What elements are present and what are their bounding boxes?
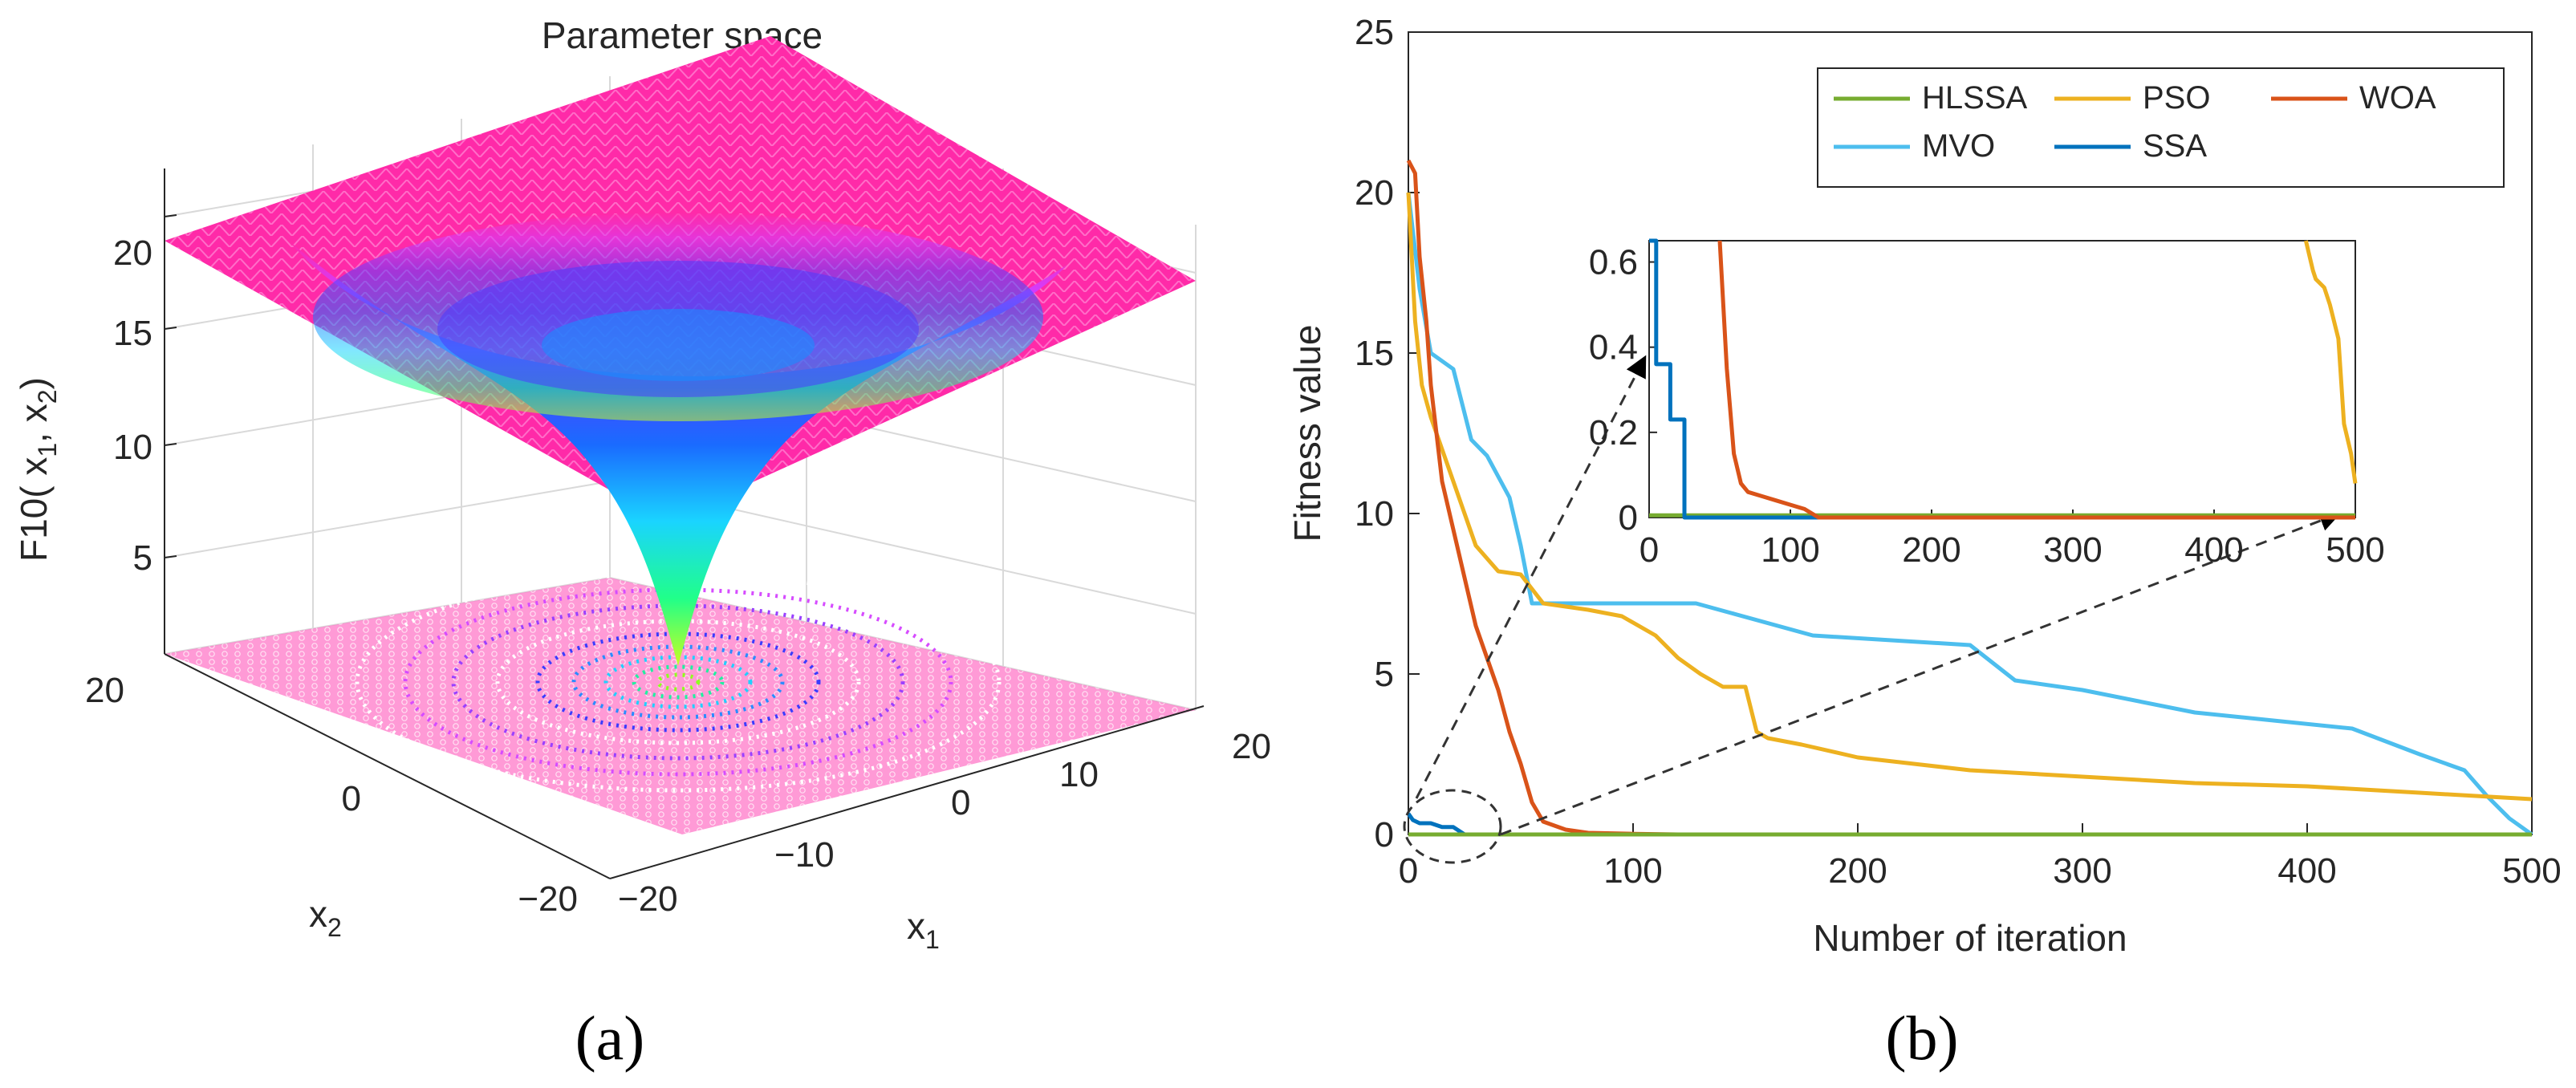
inset: 0 100 200 300 400 500 0 0.2 0.4 0.6 — [1589, 238, 2385, 570]
x1-axis: −20 −10 0 10 20 x1 — [609, 705, 1271, 954]
x2-tick: 0 — [342, 779, 361, 818]
panel-b-caption: (b) — [1886, 1003, 1959, 1073]
surface-panel: Parameter space — [13, 14, 1271, 1073]
inset-series-line-woa — [1717, 240, 2355, 520]
x2-tick: 20 — [85, 671, 124, 710]
y-tick-label: 25 — [1355, 13, 1394, 52]
inset-ticks: 0 100 200 300 400 500 0 0.2 0.4 0.6 — [1589, 243, 2385, 570]
y-tick-label: 0 — [1375, 815, 1394, 855]
z-tick: 10 — [113, 428, 152, 467]
inset-x-tick-label: 200 — [1902, 530, 1960, 570]
y-tick-label: 10 — [1355, 494, 1394, 534]
main-series — [1406, 159, 2533, 837]
legend-label: HLSSA — [1922, 80, 2027, 116]
z-axis: 5 10 15 20 F10( x1, x2) — [13, 168, 177, 654]
x-tick-label: 300 — [2053, 851, 2111, 891]
zoom-arrow — [1500, 510, 2342, 836]
legend-label: WOA — [2359, 80, 2436, 116]
surface-funnel — [289, 241, 1067, 666]
inset-x-tick-label: 500 — [2326, 530, 2384, 570]
floor-contours — [355, 571, 1002, 793]
legend-label: PSO — [2143, 80, 2210, 116]
y-tick-label: 5 — [1375, 655, 1394, 694]
x2-axis-label: x2 — [309, 893, 342, 942]
x1-tick: −20 — [618, 879, 678, 919]
floor-dots — [165, 578, 1196, 834]
inset-series-line-ssa — [1649, 238, 2355, 520]
panel-a-caption: (a) — [575, 1003, 645, 1073]
convergence-panel: 0 100 200 300 400 500 0 5 10 15 20 25 Number of ite… — [1286, 13, 2562, 1073]
inset-series-line-pso — [2303, 240, 2358, 484]
series-line-mvo — [1406, 192, 2533, 837]
legend-label: MVO — [1922, 128, 1995, 164]
z-tick: 15 — [113, 314, 152, 353]
x1-tick: 0 — [951, 783, 970, 822]
x1-tick: 10 — [1059, 755, 1099, 794]
x-tick-label: 100 — [1603, 851, 1662, 891]
inset-x-tick-label: 400 — [2184, 530, 2243, 570]
legend-items: HLSSA PSO WOA MVO SSA — [1834, 80, 2436, 164]
x1-axis-label: x1 — [907, 905, 940, 954]
x-tick-label: 500 — [2502, 851, 2561, 891]
inset-y-tick-label: 0.6 — [1589, 243, 1638, 282]
x-tick-label: 400 — [2277, 851, 2336, 891]
inset-x-tick-label: 100 — [1761, 530, 1819, 570]
zoom-arrow — [1415, 355, 1647, 799]
z-axis-label: F10( x1, x2) — [13, 377, 62, 562]
x-tick-label: 0 — [1399, 851, 1418, 891]
legend-box — [1817, 67, 2505, 188]
funnel-core — [542, 309, 815, 381]
x1-tick: −10 — [774, 835, 835, 875]
x2-axis: 20 0 −20 x2 — [85, 653, 611, 942]
y-tick-label: 20 — [1355, 173, 1394, 213]
series-line-woa — [1406, 159, 2532, 837]
main-axes-ticks: 0 100 200 300 400 500 0 5 10 15 20 25 — [1355, 13, 2562, 891]
x2-tick: −20 — [518, 879, 578, 919]
inset-series — [1649, 238, 2358, 520]
z-tick: 5 — [133, 538, 152, 578]
x-axis-label: Number of iteration — [1813, 917, 2127, 959]
inset-x-tick-label: 0 — [1639, 530, 1659, 570]
zoom-ellipse — [1403, 789, 1502, 864]
y-axis-label: Fitness value — [1286, 324, 1328, 542]
y-tick-label: 15 — [1355, 334, 1394, 373]
x-tick-label: 200 — [1828, 851, 1887, 891]
inset-frame — [1648, 240, 2356, 518]
inset-y-tick-label: 0.2 — [1589, 413, 1638, 453]
inset-y-tick-label: 0 — [1619, 498, 1638, 538]
legend: HLSSA PSO WOA MVO SSA — [1817, 67, 2505, 188]
z-tick: 20 — [113, 233, 152, 273]
inset-y-tick-label: 0.4 — [1589, 328, 1638, 367]
x1-tick: 20 — [1232, 727, 1271, 766]
series-line-pso — [1406, 192, 2533, 802]
inset-x-tick-label: 300 — [2043, 530, 2102, 570]
legend-label: SSA — [2143, 128, 2207, 164]
